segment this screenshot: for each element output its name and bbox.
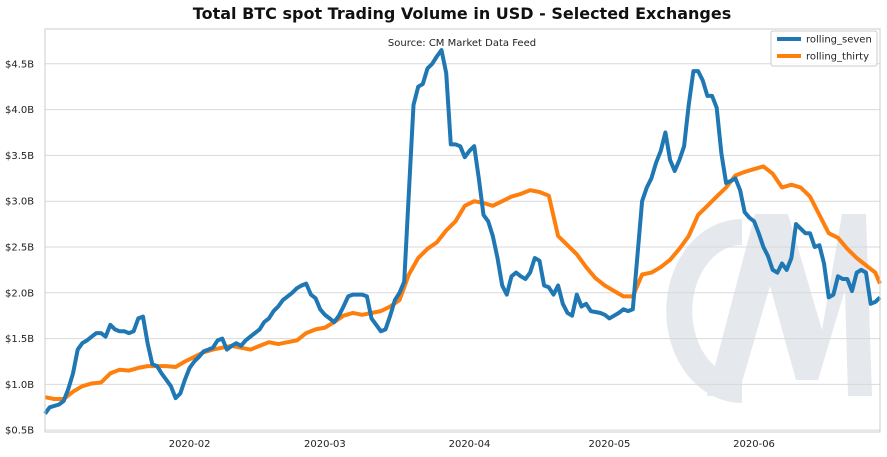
series-layer: [43, 48, 882, 415]
y-tick-label: $1.5B: [5, 334, 34, 345]
x-tick-label: 2020-04: [449, 439, 491, 450]
y-tick-label: $2.0B: [5, 288, 34, 299]
cm-watermark: [666, 214, 872, 403]
series-line-rolling-seven: [43, 48, 882, 415]
y-tick-label: $0.5B: [5, 426, 34, 437]
plot-frame: [44, 28, 881, 433]
grid-lines: [45, 63, 880, 431]
y-axis: $0.5B $1.0B $1.5B $2.0B $2.5B $3.0B $3.5B $4.0B…: [5, 59, 34, 436]
y-tick-label: $3.0B: [5, 197, 34, 208]
legend-label-rolling-thirty: rolling_thirty: [806, 52, 869, 63]
x-tick-label: 2020-06: [733, 439, 775, 450]
x-axis: 2020-02 2020-03 2020-04 2020-05 2020-06: [169, 439, 775, 450]
chart-subtitle: Source: CM Market Data Feed: [388, 38, 536, 49]
y-tick-label: $1.0B: [5, 380, 34, 391]
plot-area: $0.5B $1.0B $1.5B $2.0B $2.5B $3.0B $3.5B $4.0B…: [5, 28, 882, 450]
legend-label-rolling-seven: rolling_seven: [806, 35, 872, 46]
y-tick-label: $3.5B: [5, 151, 34, 162]
y-tick-label: $4.0B: [5, 105, 34, 116]
x-tick-label: 2020-05: [589, 439, 631, 450]
series-line-rolling-thirty: [44, 164, 882, 401]
x-tick-label: 2020-02: [169, 439, 211, 450]
chart-title: Total BTC spot Trading Volume in USD - S…: [193, 4, 731, 23]
legend: rolling_seven rolling_thirty: [770, 30, 878, 67]
watermark-m-shape: [707, 214, 872, 396]
y-tick-label: $2.5B: [5, 242, 34, 253]
y-tick-label: $4.5B: [5, 59, 34, 70]
x-tick-label: 2020-03: [304, 439, 346, 450]
